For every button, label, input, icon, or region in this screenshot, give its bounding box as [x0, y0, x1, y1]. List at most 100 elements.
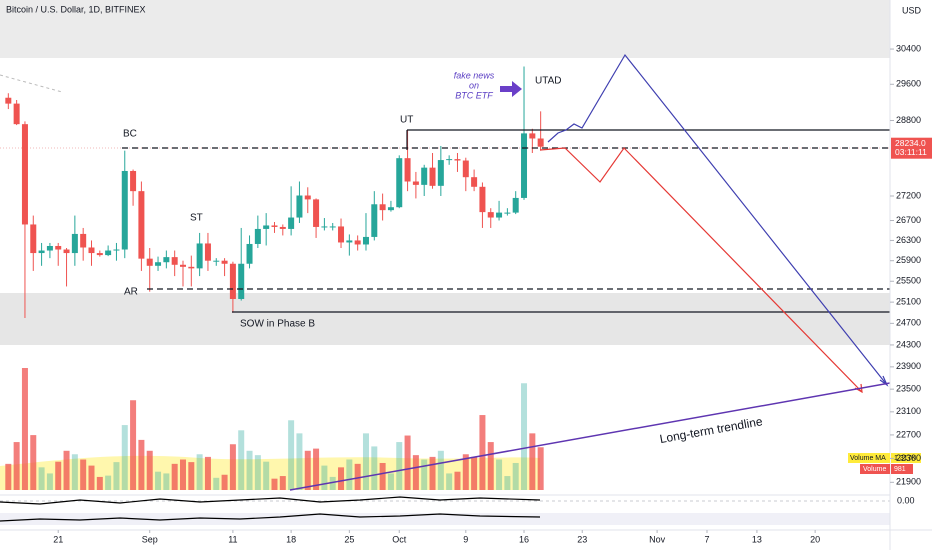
volume-bar	[246, 450, 253, 490]
candle-body	[229, 263, 236, 299]
legend-box	[891, 464, 913, 474]
volume-bar	[213, 477, 220, 490]
candle-body	[254, 228, 261, 244]
candle-body	[446, 159, 453, 161]
volume-layer	[0, 368, 544, 490]
x-tick-label: 21	[53, 534, 63, 544]
y-tick-label: 28800	[896, 115, 921, 125]
legend-box	[891, 453, 921, 463]
volume-bar	[321, 465, 328, 490]
candle-body	[354, 240, 361, 245]
y-tick-label: 25100	[896, 297, 921, 307]
candle-body	[113, 249, 120, 251]
volume-bar	[146, 450, 153, 490]
volume-bar	[338, 467, 345, 490]
legend-box	[860, 464, 890, 474]
volume-bar	[196, 454, 203, 490]
volume-bar	[313, 448, 320, 490]
candle-body	[379, 204, 386, 211]
candle-body	[504, 212, 511, 214]
volume-bar	[171, 463, 178, 490]
candle-body	[96, 253, 103, 256]
x-tick-label: Oct	[392, 534, 407, 544]
projection-up	[547, 53, 888, 386]
volume-bar	[80, 459, 87, 490]
annotation: UTAD	[535, 76, 561, 87]
candle-body	[163, 257, 170, 263]
volume-bar	[471, 456, 478, 490]
annotation: ST	[190, 213, 203, 224]
candle-body	[437, 160, 444, 186]
candle-body	[387, 207, 394, 211]
candle-body	[412, 181, 419, 185]
volume-bar	[296, 433, 303, 490]
volume-bar	[529, 433, 536, 490]
volume-bar	[46, 473, 53, 490]
candle-body	[313, 199, 320, 227]
annotation: Long-term trendline	[659, 414, 764, 446]
volume-bar	[155, 471, 162, 490]
candle-body	[271, 225, 278, 227]
candle-body	[421, 167, 428, 185]
annotation: UT	[400, 115, 413, 126]
volume-bar	[263, 461, 270, 490]
volume-bar	[179, 459, 186, 490]
y-tick-label: 23100	[896, 406, 921, 416]
candle-body	[338, 226, 345, 243]
news-arrow	[500, 81, 522, 97]
annotation: BC	[123, 129, 137, 140]
candle-body	[13, 103, 20, 125]
candle-body	[80, 233, 87, 248]
candle-body	[121, 170, 128, 250]
volume-bar	[288, 420, 295, 490]
currency-label: USD	[902, 5, 922, 15]
volume-bar	[304, 450, 311, 490]
candle-body	[30, 224, 37, 254]
volume-bar	[63, 450, 70, 490]
y-tick-label: 25500	[896, 276, 921, 286]
candle-body	[346, 240, 353, 243]
volume-bar	[354, 463, 361, 490]
x-tick-label: 13	[752, 534, 762, 544]
volume-bar	[371, 446, 378, 490]
annotation: AR	[124, 287, 138, 298]
volume-bar	[487, 442, 494, 490]
volume-bar	[429, 456, 436, 490]
volume-bar	[379, 462, 386, 490]
candle-body	[246, 243, 253, 264]
volume-bar	[437, 450, 444, 490]
y-tick-label: 25900	[896, 255, 921, 265]
x-tick-label: 16	[519, 534, 529, 544]
countdown: 03:11:11	[895, 147, 927, 157]
candle-body	[196, 243, 203, 269]
x-tick-label: 20	[810, 534, 820, 544]
y-tick-label: 23500	[896, 384, 921, 394]
candle-body	[63, 249, 70, 254]
y-tick-label: 23900	[896, 361, 921, 371]
candle-body	[55, 245, 62, 250]
volume-bar	[188, 462, 195, 490]
y-tick-label: 24700	[896, 318, 921, 328]
volume-bar	[71, 454, 78, 490]
projection-down	[539, 147, 863, 393]
candle-body	[213, 260, 220, 262]
volume-bar	[412, 455, 419, 490]
candle-body	[462, 160, 469, 178]
candle-body	[329, 226, 336, 228]
volume-bar	[329, 476, 336, 490]
volume-bar	[421, 459, 428, 490]
volume-bar	[13, 442, 20, 490]
candle-body	[487, 212, 494, 218]
legend-name: Volume	[863, 466, 886, 473]
candle-body	[155, 262, 162, 266]
x-tick-label: Nov	[649, 534, 666, 544]
y-tick-label: 29600	[896, 79, 921, 89]
drawing-line	[0, 74, 63, 93]
volume-bar	[521, 383, 528, 490]
volume-bar	[96, 476, 103, 490]
volume-bar	[204, 456, 211, 490]
candle-body	[46, 245, 53, 251]
candle-body	[105, 250, 112, 256]
volume-bar	[163, 473, 170, 490]
